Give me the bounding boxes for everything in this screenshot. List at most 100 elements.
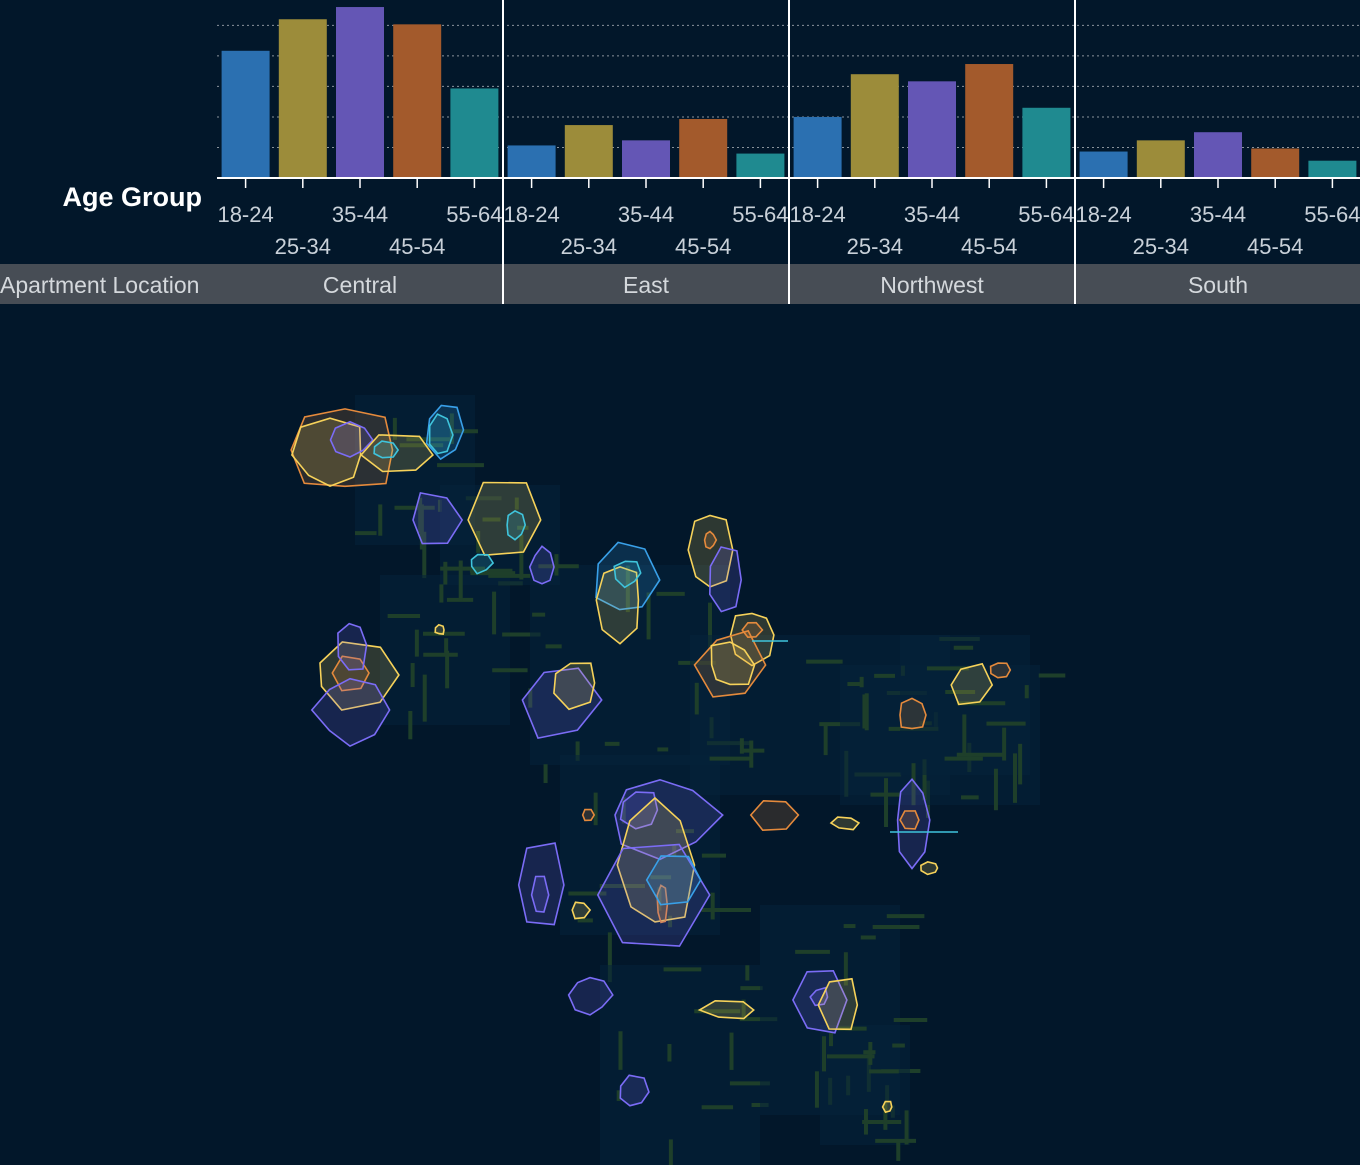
x-tick-label: 35-44 (332, 202, 388, 227)
bar-east-55-64 (736, 153, 785, 178)
density-contour (310, 677, 391, 748)
bar-central-55-64 (450, 88, 499, 178)
density-contour (829, 816, 861, 831)
bar-northwest-25-34 (850, 74, 899, 178)
density-contour (693, 629, 767, 698)
density-contour (581, 808, 596, 822)
bar-south-55-64 (1308, 160, 1357, 178)
x-tick-label: 45-54 (389, 234, 445, 259)
x-tick-label: 55-64 (1018, 202, 1074, 227)
density-contour (291, 417, 362, 487)
bar-east-18-24 (507, 145, 556, 178)
density-contour (470, 553, 495, 575)
density-contour (697, 999, 755, 1020)
density-contour (567, 976, 614, 1016)
density-contours (290, 404, 1012, 1114)
density-contour (517, 842, 565, 926)
bar-central-18-24 (221, 50, 270, 179)
density-contour (989, 662, 1012, 679)
x-tick-label: 55-64 (732, 202, 788, 227)
density-contour (817, 977, 859, 1031)
city-street-map (355, 395, 1066, 1165)
bars (221, 7, 1357, 179)
density-contour (528, 545, 555, 585)
density-contour (337, 622, 368, 671)
facet-strip-label: East (623, 272, 670, 298)
x-tick-label: 25-34 (847, 234, 903, 259)
bar-central-25-34 (278, 19, 327, 179)
density-contour (614, 778, 724, 861)
bar-east-25-34 (564, 125, 613, 178)
density-contour (687, 514, 734, 588)
density-contour (521, 667, 603, 740)
density-contour (881, 1100, 893, 1114)
density-contour (428, 413, 454, 455)
density-contour (571, 901, 592, 920)
apartment-density-contour-map (290, 395, 1066, 1165)
density-contour (899, 810, 920, 830)
bar-south-25-34 (1136, 140, 1185, 178)
x-tick-label: 35-44 (618, 202, 674, 227)
x-tick-label: 45-54 (675, 234, 731, 259)
x-tick-label: 45-54 (961, 234, 1017, 259)
density-contour (616, 796, 696, 923)
x-tick-label: 18-24 (503, 202, 559, 227)
bar-northwest-55-64 (1022, 107, 1071, 178)
density-contour (899, 697, 927, 730)
bar-central-35-44 (336, 7, 384, 179)
x-tick-label: 45-54 (1247, 234, 1303, 259)
bar-northwest-18-24 (793, 116, 842, 178)
density-contour (703, 530, 718, 550)
facet-dividers (502, 0, 1076, 304)
bar-northwest-45-54 (965, 64, 1014, 178)
density-contour (331, 655, 370, 692)
density-contour (434, 623, 445, 635)
x-tick-label: 25-34 (275, 234, 331, 259)
density-contour (290, 408, 394, 488)
density-contour (506, 509, 527, 541)
bar-south-35-44 (1194, 132, 1242, 178)
bar-east-45-54 (679, 118, 728, 178)
density-contour (425, 404, 465, 461)
bar-east-35-44 (622, 140, 670, 178)
density-contour (896, 777, 931, 870)
x-tick-label: 18-24 (789, 202, 845, 227)
x-tick-label: 18-24 (217, 202, 273, 227)
facet-strip-labels: Central East Northwest South (323, 272, 1248, 298)
density-contour (467, 481, 542, 557)
density-contour (553, 662, 596, 711)
bar-south-18-24 (1079, 151, 1128, 178)
x-axes (217, 177, 1360, 188)
density-contour (412, 491, 464, 545)
density-contour (619, 1074, 650, 1107)
facet-axis-title: Apartment Location (0, 272, 199, 298)
density-contour (920, 861, 939, 876)
facet-strip-label: South (1188, 272, 1248, 298)
density-contour (373, 440, 400, 459)
facet-strip-background (0, 264, 1360, 304)
x-tick-label: 35-44 (904, 202, 960, 227)
x-tick-label: 35-44 (1190, 202, 1246, 227)
density-contour (749, 799, 800, 832)
x-tick-label: 55-64 (1304, 202, 1360, 227)
map-block (600, 965, 760, 1165)
x-tick-label: 25-34 (1133, 234, 1189, 259)
x-tick-label: 25-34 (561, 234, 617, 259)
density-contour (329, 420, 374, 458)
x-axis-title: Age Group (63, 182, 203, 212)
density-contour (741, 621, 764, 639)
bar-northwest-35-44 (908, 81, 956, 178)
density-contour (530, 875, 550, 913)
x-tick-label: 18-24 (1075, 202, 1131, 227)
density-contour (613, 560, 642, 589)
bar-south-45-54 (1251, 148, 1300, 178)
density-contour (619, 791, 659, 830)
density-contour (809, 986, 829, 1007)
facet-strip-label: Central (323, 272, 397, 298)
facet-strip-label: Northwest (880, 272, 984, 298)
density-contour (710, 641, 756, 686)
density-contour (950, 662, 994, 706)
density-contour (708, 546, 743, 613)
